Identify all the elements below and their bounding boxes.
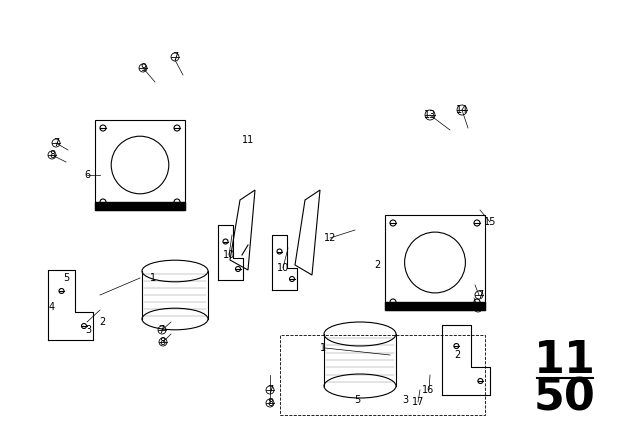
Text: 3: 3	[85, 325, 91, 335]
Text: 4: 4	[49, 302, 55, 312]
Text: 12: 12	[324, 233, 336, 243]
Text: 13: 13	[424, 110, 436, 120]
Text: 15: 15	[484, 217, 496, 227]
Text: 10: 10	[277, 263, 289, 273]
Text: 8: 8	[159, 337, 165, 347]
Text: 11: 11	[242, 135, 254, 145]
Text: 7: 7	[53, 138, 59, 148]
Bar	[95, 120, 185, 210]
Text: 1: 1	[150, 273, 156, 283]
Text: 17: 17	[412, 397, 424, 407]
Text: 2: 2	[374, 260, 380, 270]
Text: 2: 2	[99, 317, 105, 327]
Text: 7: 7	[477, 290, 483, 300]
Bar	[280, 335, 485, 415]
Text: 7: 7	[172, 52, 178, 62]
Text: 11: 11	[534, 339, 596, 382]
Text: 7: 7	[158, 325, 164, 335]
Text: 3: 3	[402, 395, 408, 405]
Text: 16: 16	[422, 385, 434, 395]
Text: 8: 8	[49, 150, 55, 160]
Text: 9: 9	[140, 63, 146, 73]
Text: 7: 7	[267, 385, 273, 395]
Text: 2: 2	[454, 350, 460, 360]
Bar	[385, 215, 485, 310]
Text: 6: 6	[84, 170, 90, 180]
Text: 1: 1	[320, 343, 326, 353]
Text: 5: 5	[63, 273, 69, 283]
Text: 50: 50	[534, 376, 596, 419]
Text: 10: 10	[223, 250, 235, 260]
Text: 8: 8	[267, 398, 273, 408]
Bar	[95, 202, 185, 210]
Bar	[385, 302, 485, 310]
Text: 8: 8	[475, 303, 481, 313]
Text: 14: 14	[456, 105, 468, 115]
Text: 5: 5	[354, 395, 360, 405]
